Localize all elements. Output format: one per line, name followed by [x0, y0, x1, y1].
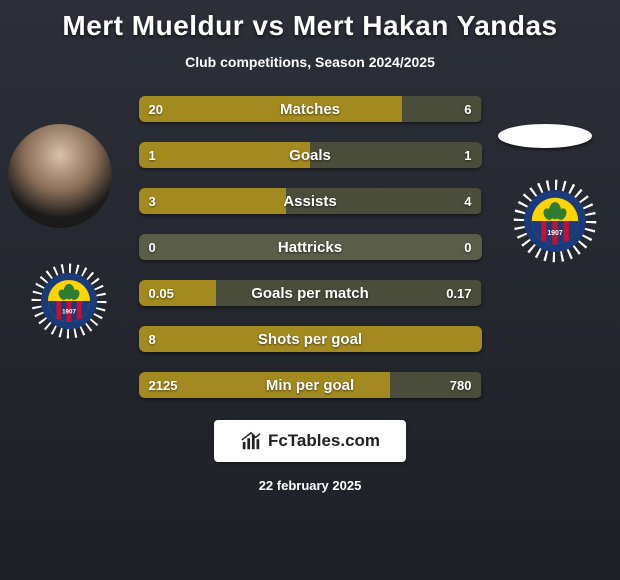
branding-box: FcTables.com [214, 420, 406, 462]
bar-segment-right [310, 142, 482, 168]
stat-bar: 2125 780 Min per goal [139, 372, 482, 398]
player-avatar-right [498, 124, 592, 148]
stat-bar: 0.05 0.17 Goals per match [139, 280, 482, 306]
bar-segment-right [216, 280, 481, 306]
branding-text: FcTables.com [268, 431, 380, 451]
svg-text:1907: 1907 [62, 308, 76, 315]
bar-track [139, 96, 482, 122]
stat-bar: 3 4 Assists [139, 188, 482, 214]
bar-track [139, 188, 482, 214]
bar-segment-left [139, 142, 311, 168]
bar-segment-right [310, 234, 482, 260]
footer: FcTables.com [0, 420, 620, 462]
comparison-card: Mert Mueldur vs Mert Hakan Yandas Club c… [0, 0, 620, 580]
page-title: Mert Mueldur vs Mert Hakan Yandas [0, 10, 620, 42]
bar-segment-right [390, 372, 482, 398]
stat-bar: 20 6 Matches [139, 96, 482, 122]
bar-track [139, 326, 482, 352]
bar-track [139, 234, 482, 260]
stat-bar: 0 0 Hattricks [139, 234, 482, 260]
club-badge-right: 1907 [512, 178, 598, 264]
subtitle: Club competitions, Season 2024/2025 [0, 54, 620, 70]
stat-bar: 8 Shots per goal [139, 326, 482, 352]
bar-segment-left [139, 280, 217, 306]
date-line: 22 february 2025 [0, 478, 620, 493]
bar-track [139, 372, 482, 398]
club-badge-left: 1907 [30, 262, 108, 340]
bar-segment-left [139, 326, 482, 352]
svg-text:1907: 1907 [547, 230, 562, 237]
bar-segment-right [402, 96, 481, 122]
bar-segment-left [139, 188, 286, 214]
bar-segment-right [286, 188, 482, 214]
stat-bar: 1 1 Goals [139, 142, 482, 168]
bar-segment-left [139, 372, 390, 398]
bar-track [139, 280, 482, 306]
bar-segment-left [139, 234, 311, 260]
chart-icon [240, 430, 262, 452]
player-avatar-left [8, 124, 112, 228]
bar-segment-left [139, 96, 403, 122]
stats-bars: 20 6 Matches 1 1 Goals 3 4 Assists 0 0 H… [139, 96, 482, 398]
bar-track [139, 142, 482, 168]
